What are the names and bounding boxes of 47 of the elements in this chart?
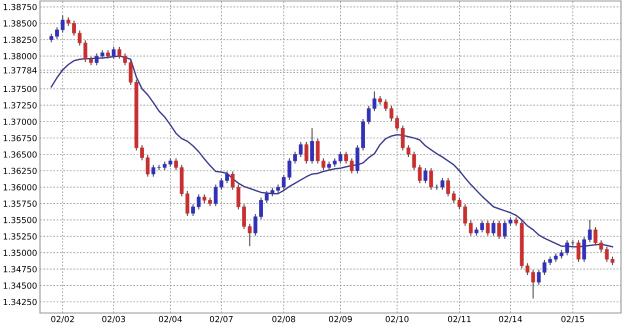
y-tick-label: 1.37500 [4,86,37,92]
candlestick [582,236,586,262]
y-tick-label: 1.36250 [4,168,37,174]
y-tick-label: 1.35750 [4,200,37,207]
x-tick-label: 02/15 [561,316,584,323]
candlestick [418,164,422,184]
candlestick [588,219,592,243]
y-tick-label: 1.35500 [4,216,37,224]
candlestick [112,46,116,60]
candlestick [310,128,314,164]
y-tick-label: 1.38750 [4,4,37,10]
y-tick-label: 1.34750 [4,266,37,272]
candlestick [185,190,190,217]
x-tick-label: 02/14 [499,316,522,323]
y-tick-label: 1.37000 [4,118,37,125]
y-tick-label: 1.35000 [4,250,37,256]
candlestick [304,141,308,164]
y-tick-label: 1.34250 [4,298,37,306]
y-tick-label: 1.34500 [4,282,37,289]
candlestick [214,184,218,207]
candlestick [429,168,434,190]
x-tick-label: 02/02 [51,316,74,323]
candlestick [486,220,490,236]
candlestick [576,240,580,262]
x-tick-label: 02/09 [328,316,352,323]
x-tick-label: 02/11 [448,316,471,323]
candlestick [492,220,496,236]
y-tick-label: 1.38500 [4,20,37,27]
y-tick-label: 1.37784 [4,67,37,74]
candlestick [230,170,235,190]
candlestick [497,220,502,240]
y-tick-label: 1.35250 [4,233,37,240]
candlestick [468,220,473,236]
candlestick [94,52,99,66]
y-tick-label: 1.37250 [4,102,37,109]
candlestick [424,168,428,184]
y-tick-label: 1.38250 [4,36,37,43]
x-tick-label: 02/03 [102,316,126,323]
x-tick-label: 02/10 [386,316,409,323]
candlestick [446,177,450,197]
x-tick-label: 02/07 [210,316,233,323]
x-tick-label: 02/04 [158,316,182,323]
x-tick-label: 02/08 [272,316,296,323]
y-tick-label: 1.36750 [4,134,37,142]
y-tick-label: 1.38000 [4,53,37,60]
y-tick-label: 1.36500 [4,151,37,158]
y-tick-label: 1.36000 [4,184,37,190]
